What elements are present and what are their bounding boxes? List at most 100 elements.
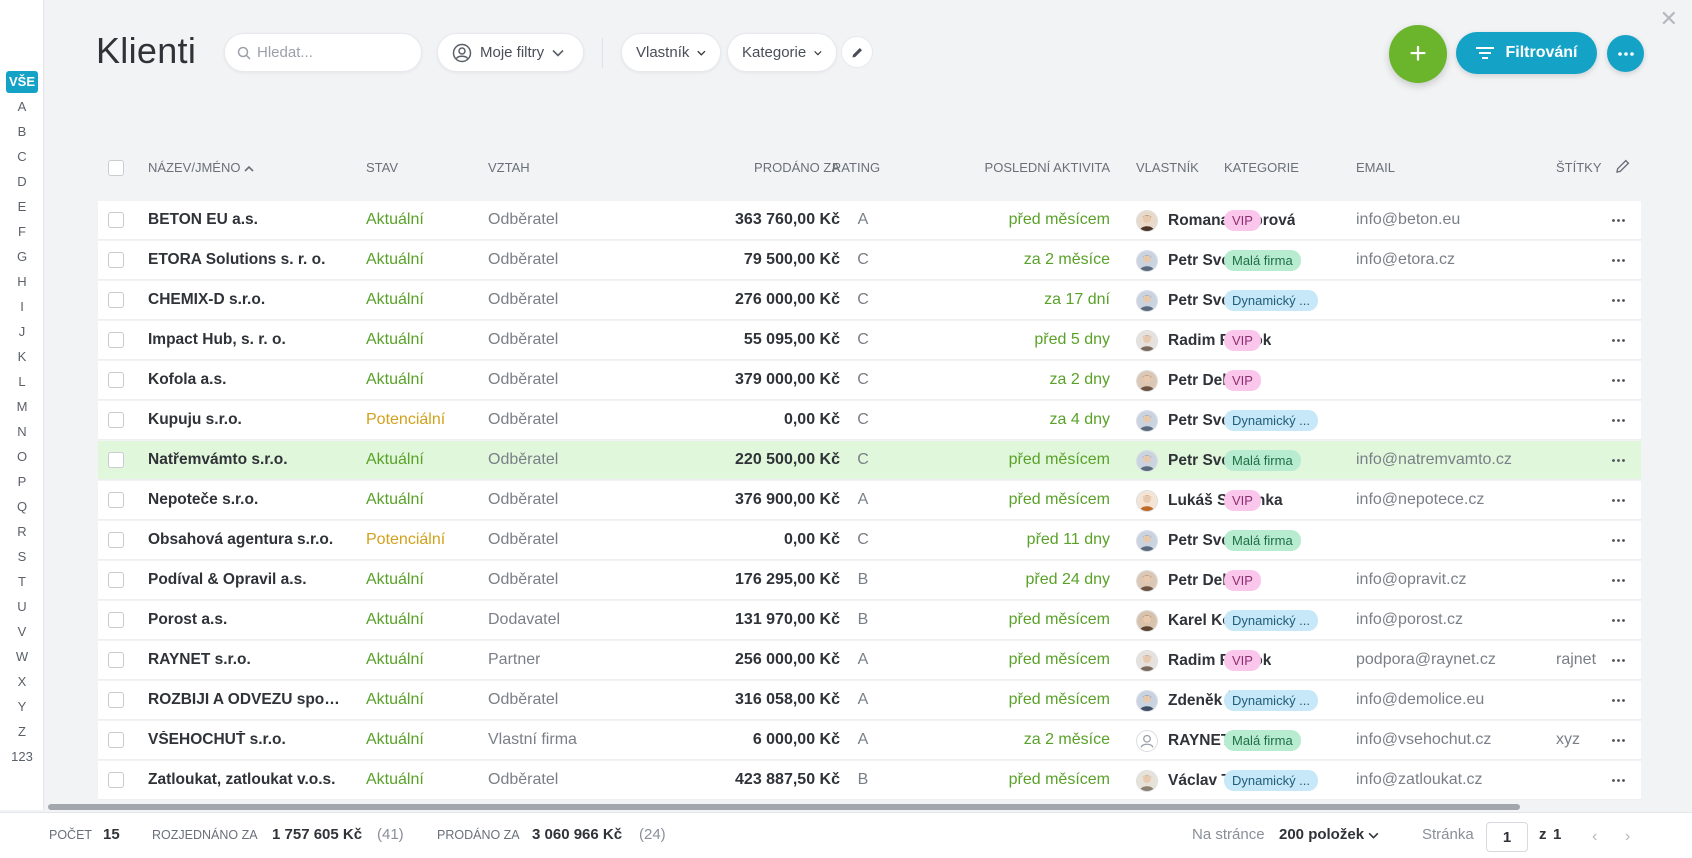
search-input[interactable] (257, 44, 407, 61)
alphabet-letter-k[interactable]: K (17, 349, 27, 364)
column-header-vztah[interactable]: VZTAH (488, 160, 530, 175)
edit-columns-button[interactable] (1615, 158, 1631, 177)
table-row[interactable]: BETON EU a.s. Aktuální Odběratel 363 760,00… (98, 201, 1641, 240)
client-name[interactable]: ROZBIJI A ODVEZU spol ... (148, 691, 343, 708)
client-email[interactable]: info@nepotece.cz (1356, 491, 1485, 508)
alphabet-letter-w[interactable]: W (15, 649, 29, 664)
table-row[interactable]: Impact Hub, s. r. o. Aktuální Odběratel 55 … (98, 321, 1641, 360)
row-more-button[interactable] (1606, 649, 1630, 671)
client-email[interactable]: info@beton.eu (1356, 211, 1461, 228)
table-row[interactable]: VŠEHOCHUŤ s.r.o. Aktuální Vlastní firma 6 0… (98, 721, 1641, 760)
table-row[interactable]: Porost a.s. Aktuální Dodavatel 131 970,00 K… (98, 601, 1641, 640)
table-row[interactable]: ETORA Solutions s. r. o. Aktuální Odběrate… (98, 241, 1641, 280)
alphabet-letter-f[interactable]: F (18, 224, 26, 239)
client-name[interactable]: Kofola a.s. (148, 371, 227, 388)
alphabet-letter-n[interactable]: N (17, 424, 27, 439)
filter-button[interactable]: Filtrování (1456, 32, 1597, 74)
owner-filter-dropdown[interactable]: Vlastník (621, 33, 721, 72)
alphabet-letter-a[interactable]: A (17, 99, 27, 114)
row-more-button[interactable] (1606, 529, 1630, 551)
alphabet-letter-123[interactable]: 123 (11, 749, 33, 764)
alphabet-letter-h[interactable]: H (17, 274, 27, 289)
table-row[interactable]: CHEMIX-D s.r.o. Aktuální Odběratel 276 000,… (98, 281, 1641, 320)
horizontal-scrollbar[interactable] (48, 804, 1520, 810)
row-more-button[interactable] (1606, 729, 1630, 751)
row-checkbox[interactable] (108, 772, 124, 788)
client-email[interactable]: podpora@raynet.cz (1356, 651, 1496, 668)
table-row[interactable]: Natřemvámto s.r.o. Aktuální Odběratel 220 5… (98, 441, 1641, 480)
client-name[interactable]: Natřemvámto s.r.o. (148, 451, 288, 468)
column-header-prodano[interactable]: PRODÁNO ZA (754, 160, 840, 175)
per-page-dropdown[interactable]: 200 položek (1279, 826, 1379, 843)
alphabet-letter-j[interactable]: J (18, 324, 26, 339)
next-page-icon[interactable]: › (1625, 828, 1631, 845)
alphabet-letter-v[interactable]: V (17, 624, 27, 639)
table-row[interactable]: Kofola a.s. Aktuální Odběratel 379 000,00 K… (98, 361, 1641, 400)
close-icon[interactable]: ✕ (1659, 6, 1678, 31)
table-row[interactable]: Kupuju s.r.o. Potenciální Odběratel 0,00 Kč… (98, 401, 1641, 440)
client-name[interactable]: Nepoteče s.r.o. (148, 491, 259, 508)
table-row[interactable]: Zatloukat, zatloukat v.o.s. Aktuální Odběr… (98, 761, 1641, 800)
client-name[interactable]: Impact Hub, s. r. o. (148, 331, 286, 348)
alphabet-letter-p[interactable]: P (17, 474, 27, 489)
table-row[interactable]: Podíval & Opravil a.s. Aktuální Odběratel 1… (98, 561, 1641, 600)
column-header-kategorie[interactable]: KATEGORIE (1224, 160, 1299, 175)
row-checkbox[interactable] (108, 572, 124, 588)
row-checkbox[interactable] (108, 452, 124, 468)
alphabet-letter-q[interactable]: Q (16, 499, 28, 514)
row-checkbox[interactable] (108, 212, 124, 228)
alphabet-letter-c[interactable]: C (17, 149, 27, 164)
row-checkbox[interactable] (108, 652, 124, 668)
add-button[interactable]: + (1389, 25, 1447, 83)
client-email[interactable]: info@vsehochut.cz (1356, 731, 1492, 748)
row-more-button[interactable] (1606, 369, 1630, 391)
row-checkbox[interactable] (108, 292, 124, 308)
client-name[interactable]: Kupuju s.r.o. (148, 411, 242, 428)
row-more-button[interactable] (1606, 689, 1630, 711)
row-more-button[interactable] (1606, 609, 1630, 631)
alphabet-letter-e[interactable]: E (17, 199, 27, 214)
row-more-button[interactable] (1606, 489, 1630, 511)
row-checkbox[interactable] (108, 492, 124, 508)
alphabet-letter-l[interactable]: L (18, 374, 26, 389)
row-checkbox[interactable] (108, 692, 124, 708)
row-checkbox[interactable] (108, 252, 124, 268)
alphabet-letter-m[interactable]: M (16, 399, 28, 414)
my-filters-dropdown[interactable]: Moje filtry (437, 33, 584, 72)
category-filter-dropdown[interactable]: Kategorie (727, 33, 837, 72)
row-checkbox[interactable] (108, 612, 124, 628)
client-name[interactable]: Podíval & Opravil a.s. (148, 571, 307, 588)
row-more-button[interactable] (1606, 289, 1630, 311)
search-box[interactable] (224, 33, 422, 72)
client-name[interactable]: Zatloukat, zatloukat v.o.s. (148, 771, 336, 788)
more-actions-button[interactable] (1607, 35, 1644, 72)
client-name[interactable]: RAYNET s.r.o. (148, 651, 251, 668)
edit-filters-button[interactable] (841, 36, 873, 68)
row-more-button[interactable] (1606, 209, 1630, 231)
alphabet-letter-all[interactable]: VŠE (6, 71, 38, 93)
column-header-name[interactable]: NÁZEV/JMÉNO (148, 160, 254, 175)
client-name[interactable]: CHEMIX-D s.r.o. (148, 291, 266, 308)
table-row[interactable]: Obsahová agentura s.r.o. Potenciální Odběr… (98, 521, 1641, 560)
alphabet-letter-i[interactable]: I (20, 299, 24, 314)
alphabet-letter-y[interactable]: Y (17, 699, 27, 714)
client-email[interactable]: info@natremvamto.cz (1356, 451, 1512, 468)
column-header-email[interactable]: EMAIL (1356, 160, 1396, 175)
column-header-aktivita[interactable]: POSLEDNÍ AKTIVITA (984, 160, 1110, 175)
row-more-button[interactable] (1606, 449, 1630, 471)
column-header-rating[interactable]: RATING (831, 160, 881, 175)
prev-page-icon[interactable]: ‹ (1592, 828, 1598, 845)
alphabet-letter-r[interactable]: R (17, 524, 27, 539)
alphabet-letter-o[interactable]: O (16, 449, 28, 464)
alphabet-letter-t[interactable]: T (18, 574, 26, 589)
client-name[interactable]: Obsahová agentura s.r.o. (148, 531, 334, 548)
client-name[interactable]: Porost a.s. (148, 611, 228, 628)
alphabet-letter-s[interactable]: S (17, 549, 27, 564)
select-all-checkbox[interactable] (108, 160, 124, 176)
table-row[interactable]: Nepoteče s.r.o. Aktuální Odběratel 376 900,… (98, 481, 1641, 520)
row-checkbox[interactable] (108, 412, 124, 428)
row-checkbox[interactable] (108, 372, 124, 388)
row-more-button[interactable] (1606, 569, 1630, 591)
row-more-button[interactable] (1606, 769, 1630, 791)
row-more-button[interactable] (1606, 249, 1630, 271)
